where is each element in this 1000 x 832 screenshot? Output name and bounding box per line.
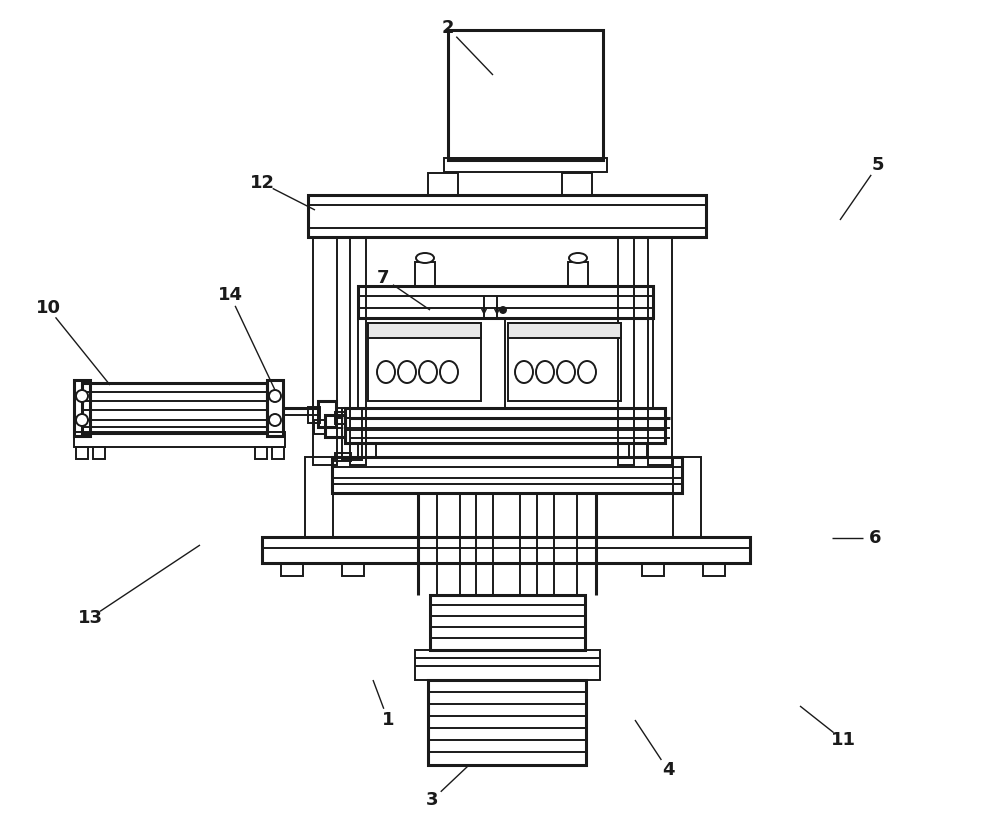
Bar	[368, 323, 481, 338]
Text: 6: 6	[869, 529, 881, 547]
Ellipse shape	[398, 361, 416, 383]
Ellipse shape	[557, 361, 575, 383]
Bar	[82, 383, 267, 433]
Text: 11: 11	[830, 731, 856, 749]
Text: 12: 12	[250, 174, 274, 192]
Text: 13: 13	[78, 609, 103, 627]
Ellipse shape	[536, 361, 554, 383]
Bar	[428, 680, 586, 765]
Bar	[325, 415, 345, 437]
Bar	[508, 323, 621, 401]
Bar	[262, 537, 750, 563]
Ellipse shape	[440, 361, 458, 383]
Bar	[76, 447, 88, 459]
Ellipse shape	[419, 361, 437, 383]
Bar	[335, 412, 345, 424]
Ellipse shape	[269, 390, 281, 402]
Bar	[358, 443, 376, 457]
Bar	[308, 195, 706, 237]
Text: 1: 1	[382, 711, 394, 729]
Bar	[305, 457, 333, 537]
Bar	[281, 563, 303, 576]
Bar	[345, 408, 665, 443]
Bar	[255, 447, 267, 459]
Text: 5: 5	[872, 156, 884, 174]
Ellipse shape	[515, 361, 533, 383]
Text: 4: 4	[662, 761, 674, 779]
Bar	[629, 443, 647, 457]
Bar	[74, 380, 90, 436]
Text: 3: 3	[426, 791, 438, 809]
Bar	[335, 453, 351, 461]
Bar	[332, 457, 682, 493]
Bar	[415, 650, 600, 680]
Text: 10: 10	[36, 299, 60, 317]
Bar	[448, 30, 603, 160]
Bar	[428, 173, 458, 195]
Text: 7: 7	[377, 269, 389, 287]
Bar	[314, 420, 326, 434]
Ellipse shape	[76, 390, 88, 402]
Text: 2: 2	[442, 19, 454, 37]
Bar	[318, 401, 336, 427]
Bar	[342, 408, 362, 460]
Ellipse shape	[569, 253, 587, 263]
Bar	[74, 432, 285, 447]
Ellipse shape	[269, 414, 281, 426]
Bar	[673, 457, 701, 537]
Ellipse shape	[500, 307, 506, 313]
Ellipse shape	[377, 361, 395, 383]
Bar	[508, 323, 621, 338]
Ellipse shape	[578, 361, 596, 383]
Bar	[415, 262, 435, 286]
Bar	[350, 237, 366, 465]
Bar	[308, 407, 320, 423]
Ellipse shape	[416, 253, 434, 263]
Bar	[368, 323, 481, 401]
Ellipse shape	[76, 414, 88, 426]
Bar	[430, 595, 585, 650]
Bar	[568, 262, 588, 286]
Bar	[703, 563, 725, 576]
Bar	[444, 158, 607, 172]
Bar	[267, 380, 283, 436]
Bar	[358, 318, 653, 408]
Bar	[93, 447, 105, 459]
Bar	[272, 447, 284, 459]
Text: 14: 14	[218, 286, 242, 304]
Bar	[642, 563, 664, 576]
Bar	[562, 173, 592, 195]
Bar	[618, 237, 634, 465]
Bar	[648, 237, 672, 465]
Bar	[342, 563, 364, 576]
Bar	[313, 237, 337, 465]
Bar	[358, 286, 653, 318]
